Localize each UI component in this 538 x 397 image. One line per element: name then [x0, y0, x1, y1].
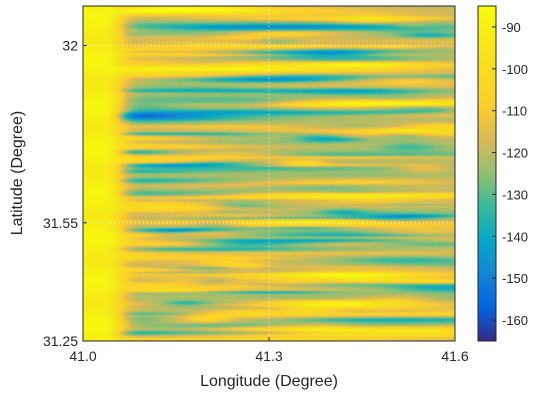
colorbar-tick-label: -100 [502, 62, 528, 77]
colorbar: -90 -100 -110 -120 -130 -140 -150 -160 [477, 5, 528, 342]
colorbar-ticks: -90 -100 -110 -120 -130 -140 -150 -160 [492, 20, 528, 328]
y-tick-label: 31.55 [43, 215, 78, 231]
plot-area [82, 5, 456, 342]
heatmap-image [83, 6, 455, 341]
x-tick-label: 41.3 [255, 348, 282, 364]
x-tick-label: 41.6 [441, 348, 468, 364]
y-tick-label: 32 [62, 37, 78, 53]
colorbar-tick-label: -130 [502, 187, 528, 202]
x-tick-label: 41.0 [69, 348, 96, 364]
y-tick-label: 31.25 [43, 333, 78, 349]
heatmap-image-wrapper [83, 6, 455, 341]
colorbar-gradient [477, 5, 497, 342]
colorbar-tick-label: -90 [502, 20, 521, 35]
colorbar-tick-label: -140 [502, 229, 528, 244]
colorbar-tick-label: -120 [502, 146, 528, 161]
y-axis-ticks: 31.25 31.55 32 [43, 37, 87, 349]
x-axis-ticks: 41.0 41.3 41.6 [69, 337, 469, 364]
y-axis-label: Latitude (Degree) [9, 111, 26, 236]
x-axis-label: Longitude (Degree) [200, 373, 338, 390]
colorbar-tick-label: -160 [502, 313, 528, 328]
colorbar-tick-label: -150 [502, 271, 528, 286]
colorbar-tick-label: -110 [502, 104, 527, 119]
